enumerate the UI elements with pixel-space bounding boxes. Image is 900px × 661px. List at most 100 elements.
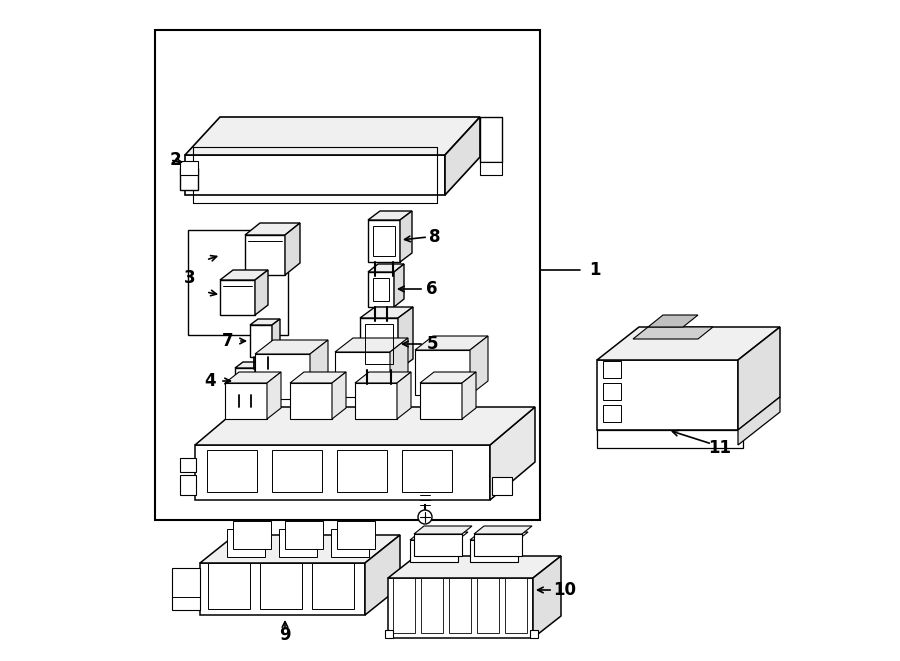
- Polygon shape: [227, 529, 265, 557]
- Bar: [180, 168, 198, 190]
- Bar: [449, 578, 471, 633]
- Bar: [208, 563, 250, 609]
- Bar: [365, 324, 393, 364]
- Bar: [373, 226, 395, 256]
- Polygon shape: [490, 407, 535, 500]
- Polygon shape: [235, 362, 263, 368]
- Polygon shape: [220, 280, 255, 315]
- Bar: [180, 161, 198, 175]
- Polygon shape: [368, 272, 394, 307]
- Polygon shape: [185, 155, 445, 195]
- Polygon shape: [368, 220, 400, 262]
- Polygon shape: [397, 372, 411, 419]
- Polygon shape: [390, 338, 408, 397]
- Text: 7: 7: [222, 332, 234, 350]
- Polygon shape: [279, 529, 317, 557]
- Bar: [492, 477, 512, 495]
- Polygon shape: [533, 556, 561, 638]
- Bar: [188, 230, 288, 335]
- Polygon shape: [398, 307, 413, 370]
- Polygon shape: [200, 535, 400, 563]
- Polygon shape: [474, 534, 522, 556]
- Polygon shape: [285, 521, 323, 549]
- Polygon shape: [480, 117, 502, 162]
- Bar: [603, 383, 621, 400]
- Polygon shape: [420, 383, 462, 419]
- Text: 9: 9: [279, 626, 291, 644]
- Bar: [180, 475, 196, 495]
- Bar: [207, 450, 257, 492]
- Bar: [393, 578, 415, 633]
- Text: 8: 8: [429, 228, 441, 246]
- Polygon shape: [285, 223, 300, 275]
- Polygon shape: [290, 372, 346, 383]
- Polygon shape: [335, 352, 390, 397]
- Polygon shape: [332, 372, 346, 419]
- Polygon shape: [414, 526, 472, 534]
- Polygon shape: [648, 315, 698, 327]
- Polygon shape: [738, 327, 780, 430]
- Polygon shape: [233, 521, 271, 549]
- Polygon shape: [255, 362, 263, 395]
- Polygon shape: [172, 568, 200, 610]
- Text: 6: 6: [427, 280, 437, 298]
- Polygon shape: [335, 338, 408, 352]
- Polygon shape: [310, 340, 328, 399]
- Polygon shape: [267, 372, 281, 419]
- Polygon shape: [360, 307, 413, 318]
- Bar: [155, 30, 540, 520]
- Polygon shape: [225, 383, 267, 419]
- Polygon shape: [250, 325, 272, 357]
- Polygon shape: [414, 534, 462, 556]
- Polygon shape: [597, 430, 743, 448]
- Polygon shape: [388, 556, 561, 578]
- Text: 11: 11: [708, 439, 732, 457]
- Polygon shape: [415, 350, 470, 395]
- Bar: [180, 458, 196, 472]
- Polygon shape: [245, 223, 300, 235]
- Polygon shape: [355, 372, 411, 383]
- Bar: [260, 563, 302, 609]
- Polygon shape: [235, 368, 255, 395]
- Polygon shape: [470, 336, 488, 395]
- Polygon shape: [185, 117, 480, 155]
- Polygon shape: [394, 264, 404, 307]
- Bar: [272, 450, 322, 492]
- Polygon shape: [195, 407, 535, 445]
- Polygon shape: [738, 397, 780, 445]
- Polygon shape: [445, 117, 480, 195]
- Polygon shape: [410, 540, 458, 562]
- Bar: [603, 405, 621, 422]
- Polygon shape: [337, 521, 375, 549]
- Polygon shape: [360, 318, 398, 370]
- Polygon shape: [355, 383, 397, 419]
- Text: 2: 2: [169, 151, 181, 169]
- Polygon shape: [272, 319, 280, 357]
- Polygon shape: [462, 372, 476, 419]
- Polygon shape: [597, 327, 780, 360]
- Bar: [337, 450, 387, 492]
- Polygon shape: [400, 211, 412, 262]
- Text: 1: 1: [590, 261, 601, 279]
- Bar: [477, 578, 499, 633]
- Bar: [421, 578, 443, 633]
- Polygon shape: [368, 264, 404, 272]
- Polygon shape: [474, 526, 532, 534]
- Polygon shape: [470, 532, 528, 540]
- Polygon shape: [200, 563, 365, 615]
- Polygon shape: [365, 535, 400, 615]
- Polygon shape: [195, 445, 490, 500]
- Bar: [312, 563, 354, 609]
- Polygon shape: [255, 354, 310, 399]
- Polygon shape: [410, 532, 468, 540]
- Bar: [505, 578, 527, 633]
- Polygon shape: [368, 211, 412, 220]
- Bar: [373, 278, 389, 301]
- Polygon shape: [470, 540, 518, 562]
- Polygon shape: [220, 270, 268, 280]
- Polygon shape: [415, 336, 488, 350]
- Polygon shape: [255, 340, 328, 354]
- Polygon shape: [633, 327, 713, 339]
- Text: 5: 5: [427, 335, 437, 353]
- Bar: [402, 450, 452, 492]
